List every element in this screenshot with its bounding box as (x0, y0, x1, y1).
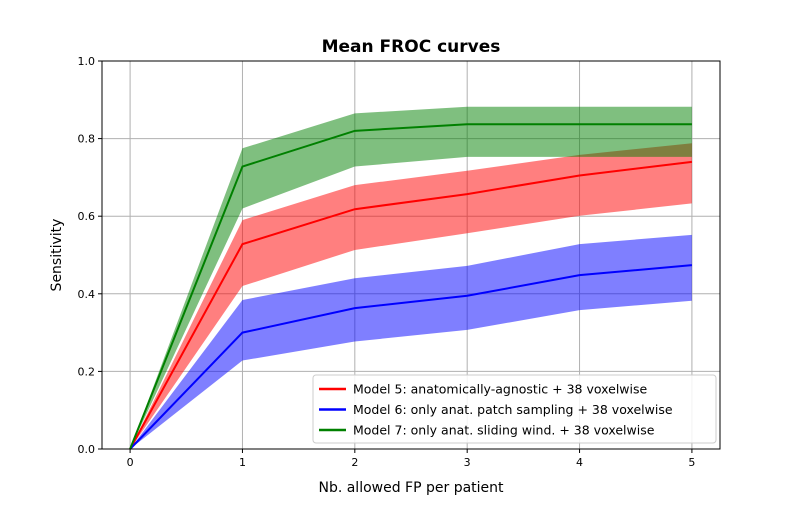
x-axis-label: Nb. allowed FP per patient (318, 480, 504, 496)
y-tick-label: 0.4 (78, 288, 96, 301)
legend: Model 5: anatomically-agnostic + 38 voxe… (312, 374, 717, 444)
ticks: 0 1 2 3 4 5 0.0 0.2 0.4 0.6 0.8 1.0 (78, 55, 696, 469)
chart-title: Mean FROC curves (322, 37, 501, 57)
y-tick-label: 0.0 (78, 443, 96, 456)
plot-frame (101, 60, 721, 450)
legend-label: Model 6: only anat. patch sampling + 38 … (353, 402, 673, 417)
x-tick-label: 3 (464, 456, 471, 469)
y-tick-label: 0.8 (78, 133, 96, 146)
x-tick-label: 0 (127, 456, 134, 469)
x-tick-label: 5 (688, 456, 695, 469)
y-tick-label: 0.2 (78, 365, 96, 378)
legend-label: Model 5: anatomically-agnostic + 38 voxe… (353, 382, 648, 397)
y-axis-label: Sensitivity (49, 219, 65, 292)
legend-box (312, 374, 717, 444)
series-lines (129, 123, 693, 450)
x-tick-label: 1 (239, 456, 246, 469)
series-line (129, 264, 692, 450)
confidence-band (130, 143, 692, 450)
y-tick-label: 0.6 (78, 210, 96, 223)
x-tick-label: 2 (351, 456, 358, 469)
confidence-band (130, 234, 692, 449)
series-line (129, 160, 693, 450)
legend-label: Model 7: only anat. sliding wind. + 38 v… (353, 423, 655, 438)
series-line (129, 123, 692, 450)
confidence-band (130, 106, 692, 449)
x-tick-label: 4 (576, 456, 583, 469)
confidence-bands (130, 106, 692, 450)
y-tick-label: 1.0 (78, 55, 96, 68)
